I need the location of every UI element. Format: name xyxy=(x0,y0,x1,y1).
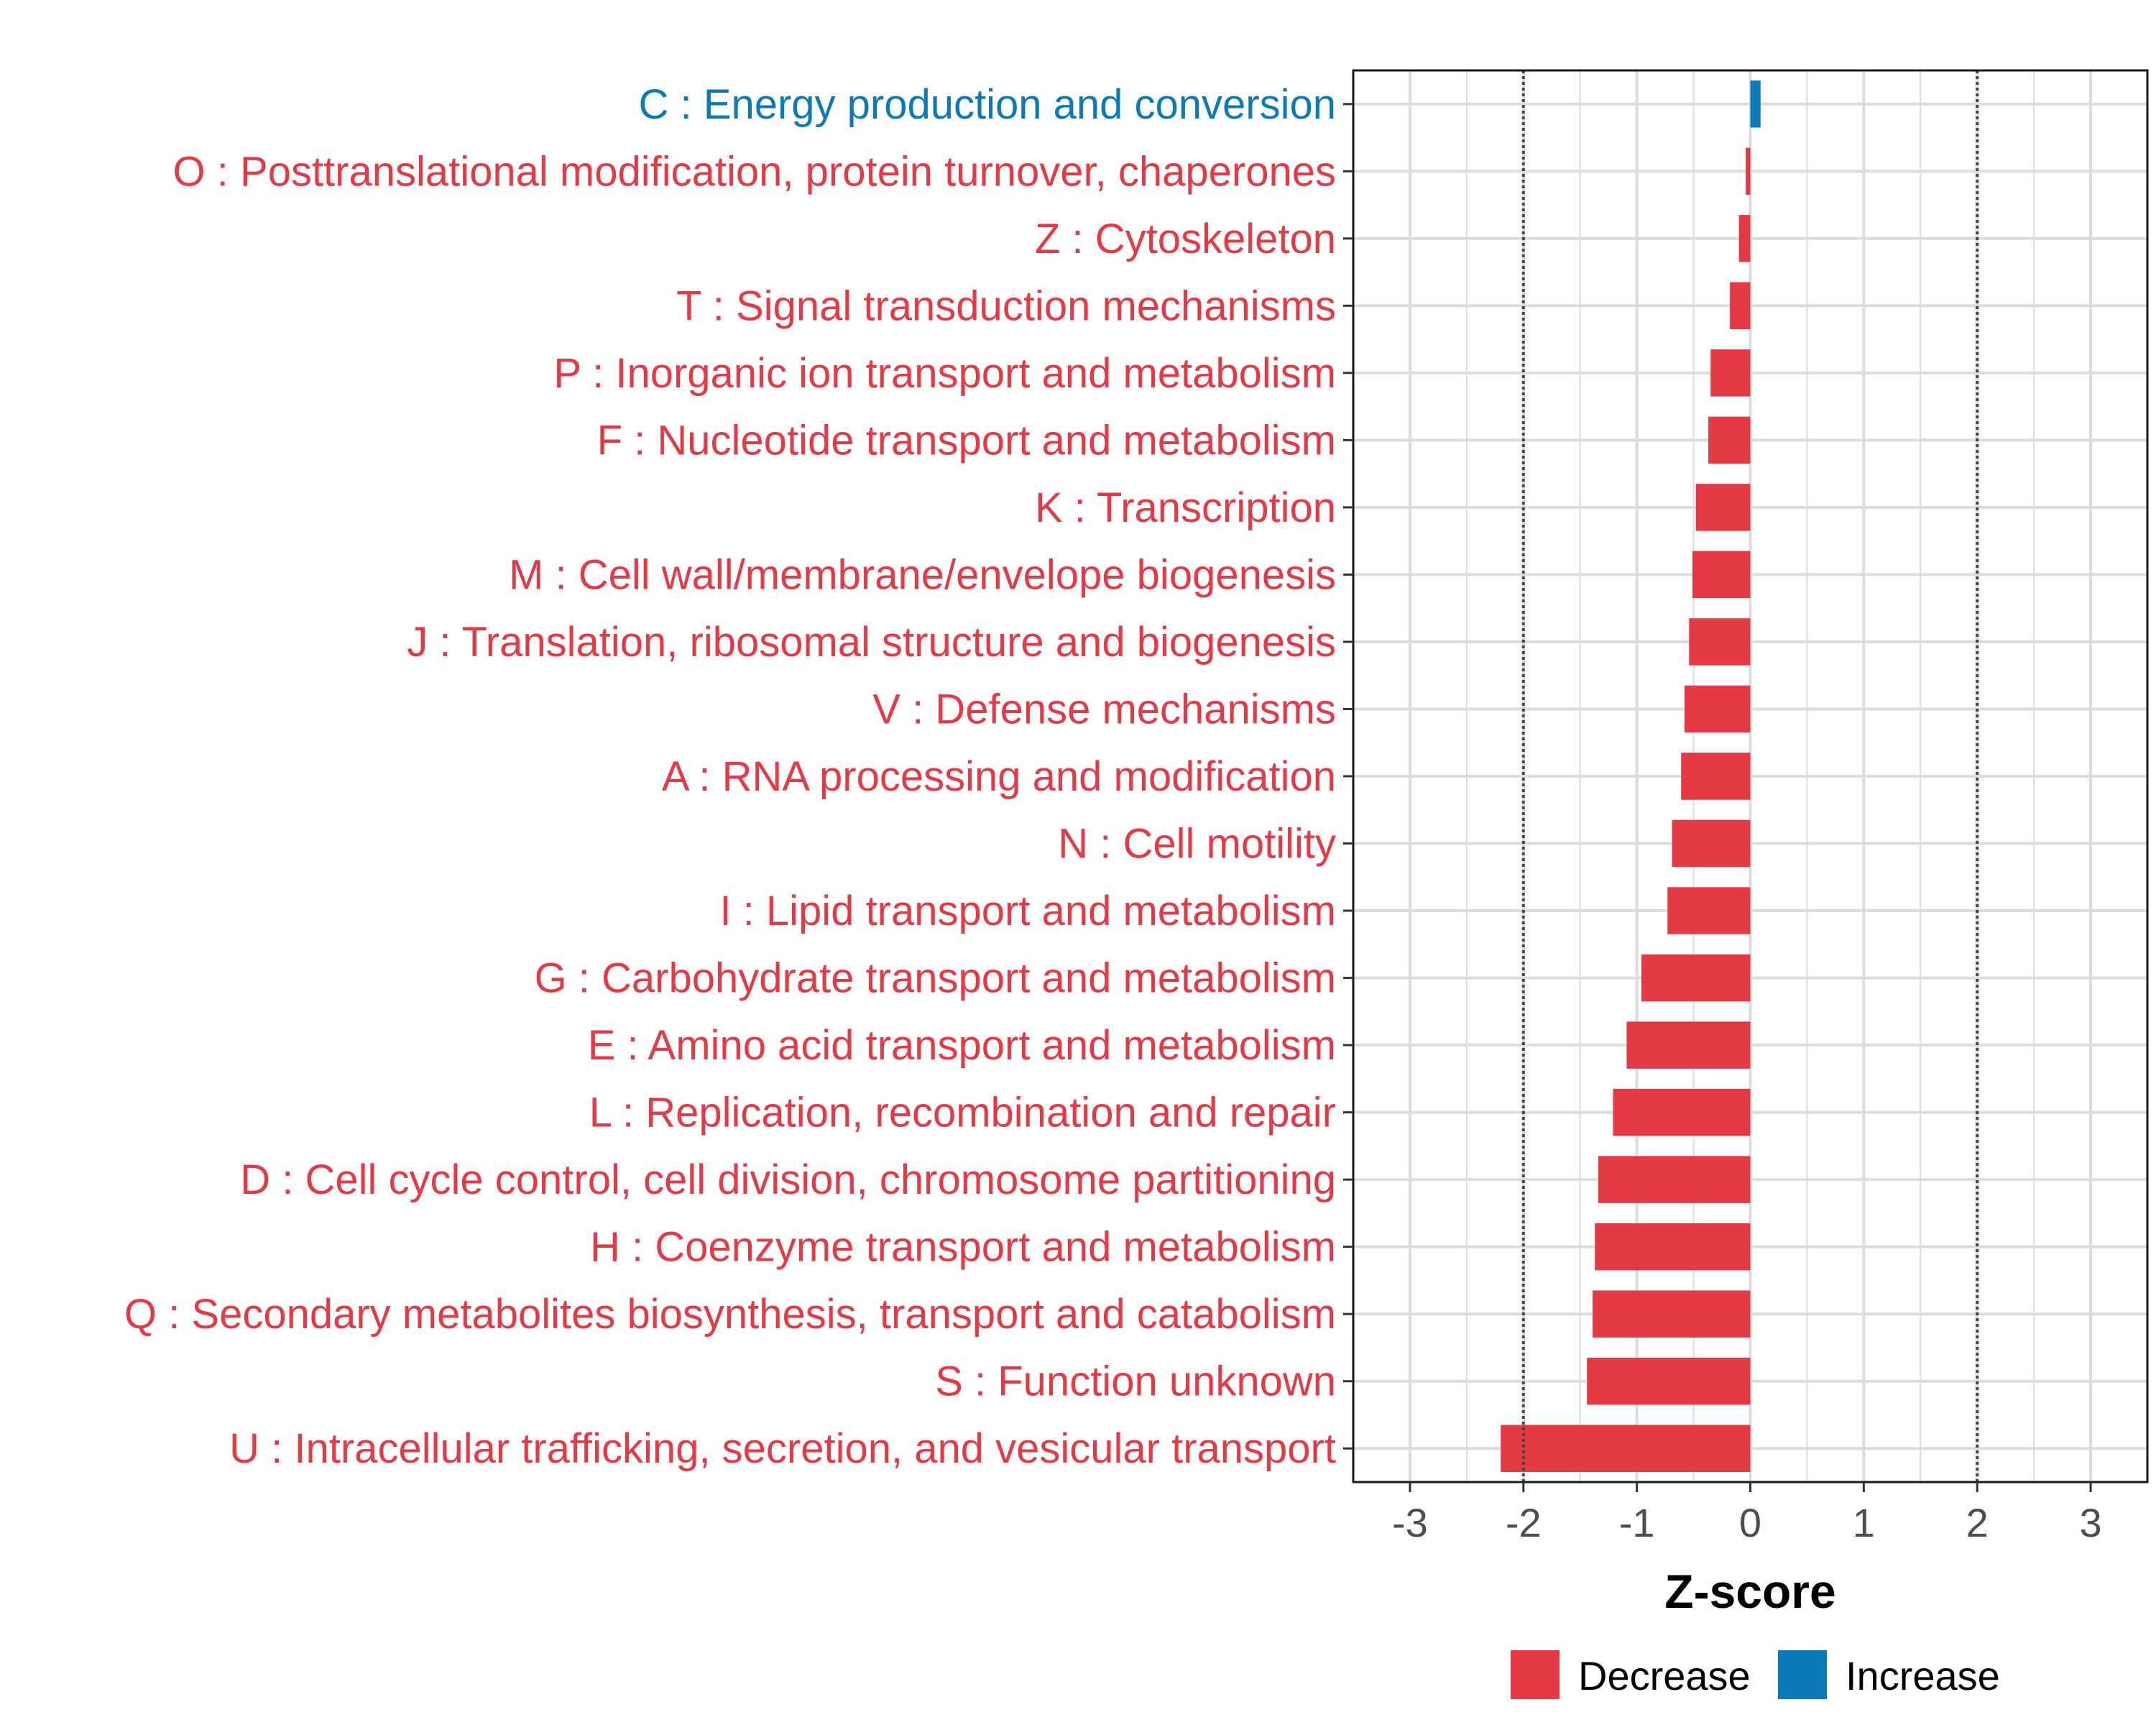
category-label: G : Carbohydrate transport and metabolis… xyxy=(535,955,1336,1002)
category-label: O : Posttranslational modification, prot… xyxy=(173,148,1336,195)
legend-swatch-decrease xyxy=(1511,1650,1560,1699)
bar-decrease xyxy=(1587,1357,1751,1405)
category-label: Z : Cytoskeleton xyxy=(1035,216,1336,262)
y-axis-category-labels: C : Energy production and conversion O : … xyxy=(124,81,1336,1472)
category-label: I : Lipid transport and metabolism xyxy=(719,888,1336,934)
category-label: J : Translation, ribosomal structure and… xyxy=(407,619,1336,666)
x-tick-label: -2 xyxy=(1506,1500,1542,1545)
bar-decrease xyxy=(1738,215,1751,262)
bar-decrease xyxy=(1695,484,1751,531)
bar-decrease xyxy=(1613,1088,1751,1136)
x-tick-label: 3 xyxy=(2079,1500,2101,1545)
bar-decrease xyxy=(1598,1156,1751,1203)
legend-label-decrease: Decrease xyxy=(1578,1653,1751,1698)
x-tick-label: -1 xyxy=(1619,1500,1655,1545)
bar-decrease xyxy=(1641,954,1751,1002)
category-label: E : Amino acid transport and metabolism xyxy=(588,1022,1336,1069)
bar-decrease xyxy=(1689,618,1751,666)
category-label: L : Replication, recombination and repai… xyxy=(589,1090,1336,1136)
bars xyxy=(1501,80,1761,1472)
bar-decrease xyxy=(1681,753,1751,800)
category-label: F : Nucleotide transport and metabolism xyxy=(597,417,1336,464)
x-tick-label: 1 xyxy=(1853,1500,1875,1545)
y-axis-ticks xyxy=(1343,103,1353,1450)
x-axis-ticks: -3 -2 -1 0 1 2 3 xyxy=(1392,1482,2102,1545)
category-label: U : Intracellular trafficking, secretion… xyxy=(229,1425,1336,1472)
bar-decrease xyxy=(1746,147,1751,196)
bar-decrease xyxy=(1710,349,1751,397)
x-tick-label: 0 xyxy=(1739,1500,1761,1545)
category-label: P : Inorganic ion transport and metaboli… xyxy=(553,350,1336,397)
category-label: K : Transcription xyxy=(1035,484,1336,531)
bar-decrease xyxy=(1667,887,1751,934)
category-label: D : Cell cycle control, cell division, c… xyxy=(240,1156,1336,1203)
x-tick-label: 2 xyxy=(1966,1500,1989,1545)
category-label: A : RNA processing and modification xyxy=(662,753,1336,800)
category-label: H : Coenzyme transport and metabolism xyxy=(590,1224,1336,1271)
category-label: T : Signal transduction mechanisms xyxy=(676,282,1336,329)
bar-increase xyxy=(1750,80,1761,128)
category-label: N : Cell motility xyxy=(1058,821,1336,868)
bar-decrease xyxy=(1708,416,1751,464)
bar-decrease xyxy=(1501,1425,1751,1472)
x-axis-title: Z-score xyxy=(1664,1565,1835,1618)
bar-decrease xyxy=(1692,551,1751,599)
bar-decrease xyxy=(1684,685,1751,733)
legend-swatch-increase xyxy=(1778,1650,1827,1699)
bar-decrease xyxy=(1595,1223,1751,1271)
x-tick-label: -3 xyxy=(1392,1500,1428,1545)
legend-label-increase: Increase xyxy=(1846,1653,2000,1698)
bar-decrease xyxy=(1730,282,1751,330)
bar-decrease xyxy=(1593,1290,1751,1338)
bar-decrease xyxy=(1626,1021,1751,1069)
category-label: Q : Secondary metabolites biosynthesis, … xyxy=(124,1291,1336,1338)
category-label: S : Function unknown xyxy=(935,1358,1336,1405)
category-label: M : Cell wall/membrane/envelope biogenes… xyxy=(509,551,1336,598)
legend: Decrease Increase xyxy=(1511,1650,2000,1699)
bar-decrease xyxy=(1672,819,1751,868)
category-label: V : Defense mechanisms xyxy=(872,686,1336,732)
category-label: C : Energy production and conversion xyxy=(639,81,1336,128)
